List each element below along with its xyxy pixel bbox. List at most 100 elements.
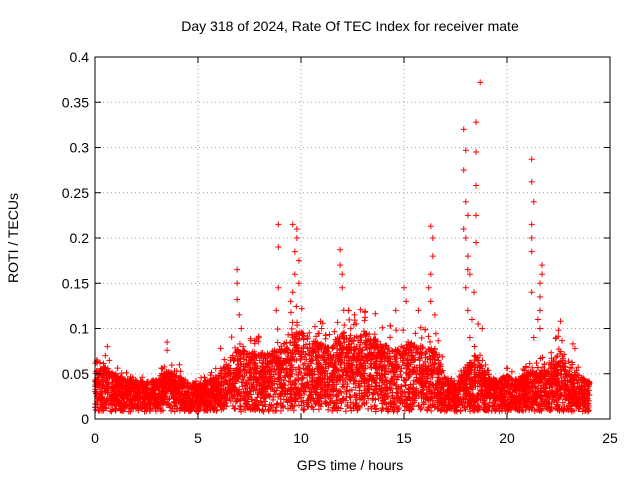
data-point	[363, 344, 370, 351]
data-point	[322, 372, 329, 379]
data-point	[158, 377, 165, 384]
data-point	[346, 316, 353, 323]
data-point	[447, 377, 454, 384]
data-point	[276, 376, 283, 383]
data-point	[112, 405, 119, 412]
data-point	[462, 406, 469, 413]
data-point	[358, 357, 365, 364]
data-point	[490, 387, 497, 394]
data-point	[309, 404, 316, 411]
data-point	[417, 406, 424, 413]
data-point	[433, 395, 440, 402]
data-point	[492, 406, 499, 413]
data-point	[347, 332, 354, 339]
data-point	[372, 345, 379, 352]
data-point	[176, 407, 183, 414]
data-point	[437, 389, 444, 396]
data-point	[439, 396, 446, 403]
data-point	[353, 333, 360, 340]
data-point	[486, 371, 493, 378]
data-point	[311, 398, 318, 405]
data-point	[317, 374, 324, 381]
data-point	[374, 369, 381, 376]
data-point	[561, 351, 568, 358]
data-point	[449, 382, 456, 389]
data-point	[131, 393, 138, 400]
data-point	[334, 373, 341, 380]
data-point	[495, 391, 502, 398]
data-point	[247, 369, 254, 376]
data-point	[322, 343, 329, 350]
data-point	[119, 385, 126, 392]
data-point	[284, 356, 291, 363]
data-point	[176, 383, 183, 390]
data-point	[344, 401, 351, 408]
data-point	[284, 347, 291, 354]
data-point	[529, 399, 536, 406]
data-point	[389, 348, 396, 355]
data-point	[300, 336, 307, 343]
data-point	[459, 375, 466, 382]
data-point	[411, 343, 418, 350]
data-point	[497, 378, 504, 385]
data-point	[304, 335, 311, 342]
data-point	[165, 401, 172, 408]
data-point	[259, 363, 266, 370]
data-point	[520, 392, 527, 399]
data-point	[370, 390, 377, 397]
data-point	[459, 376, 466, 383]
data-point	[414, 349, 421, 356]
data-point	[270, 394, 277, 401]
data-point	[220, 405, 227, 412]
data-point	[548, 384, 555, 391]
data-point	[213, 390, 220, 397]
data-point	[558, 392, 565, 399]
data-point	[436, 380, 443, 387]
data-point	[409, 353, 416, 360]
data-point	[368, 403, 375, 410]
data-point	[243, 401, 250, 408]
data-point	[522, 406, 529, 413]
data-point	[362, 340, 369, 347]
data-point	[440, 380, 447, 387]
data-point	[449, 399, 456, 406]
data-point	[422, 350, 429, 357]
data-point	[332, 356, 339, 363]
data-point	[505, 402, 512, 409]
data-point	[225, 362, 232, 369]
data-point	[585, 407, 592, 414]
data-point	[299, 374, 306, 381]
data-point	[568, 407, 575, 414]
data-point	[515, 394, 522, 401]
data-point	[112, 395, 119, 402]
data-point	[511, 383, 518, 390]
data-point	[321, 346, 328, 353]
data-point	[306, 351, 313, 358]
data-point	[316, 342, 323, 349]
data-point	[379, 404, 386, 411]
data-point	[168, 362, 175, 369]
data-point	[374, 338, 381, 345]
data-point	[340, 395, 347, 402]
data-point	[580, 401, 587, 408]
data-point	[292, 351, 299, 358]
data-point	[552, 335, 559, 342]
data-point	[104, 395, 111, 402]
data-point	[337, 388, 344, 395]
data-point	[499, 382, 506, 389]
data-point	[324, 384, 331, 391]
data-point	[227, 397, 234, 404]
data-point	[149, 379, 156, 386]
data-point	[107, 407, 114, 414]
data-point	[249, 383, 256, 390]
data-point	[295, 376, 302, 383]
data-point	[467, 391, 474, 398]
data-point	[402, 382, 409, 389]
data-point	[381, 349, 388, 356]
data-point	[508, 368, 515, 375]
data-point	[457, 407, 464, 414]
data-point	[363, 339, 370, 346]
data-point	[387, 403, 394, 410]
data-point	[293, 303, 300, 310]
data-point	[305, 381, 312, 388]
